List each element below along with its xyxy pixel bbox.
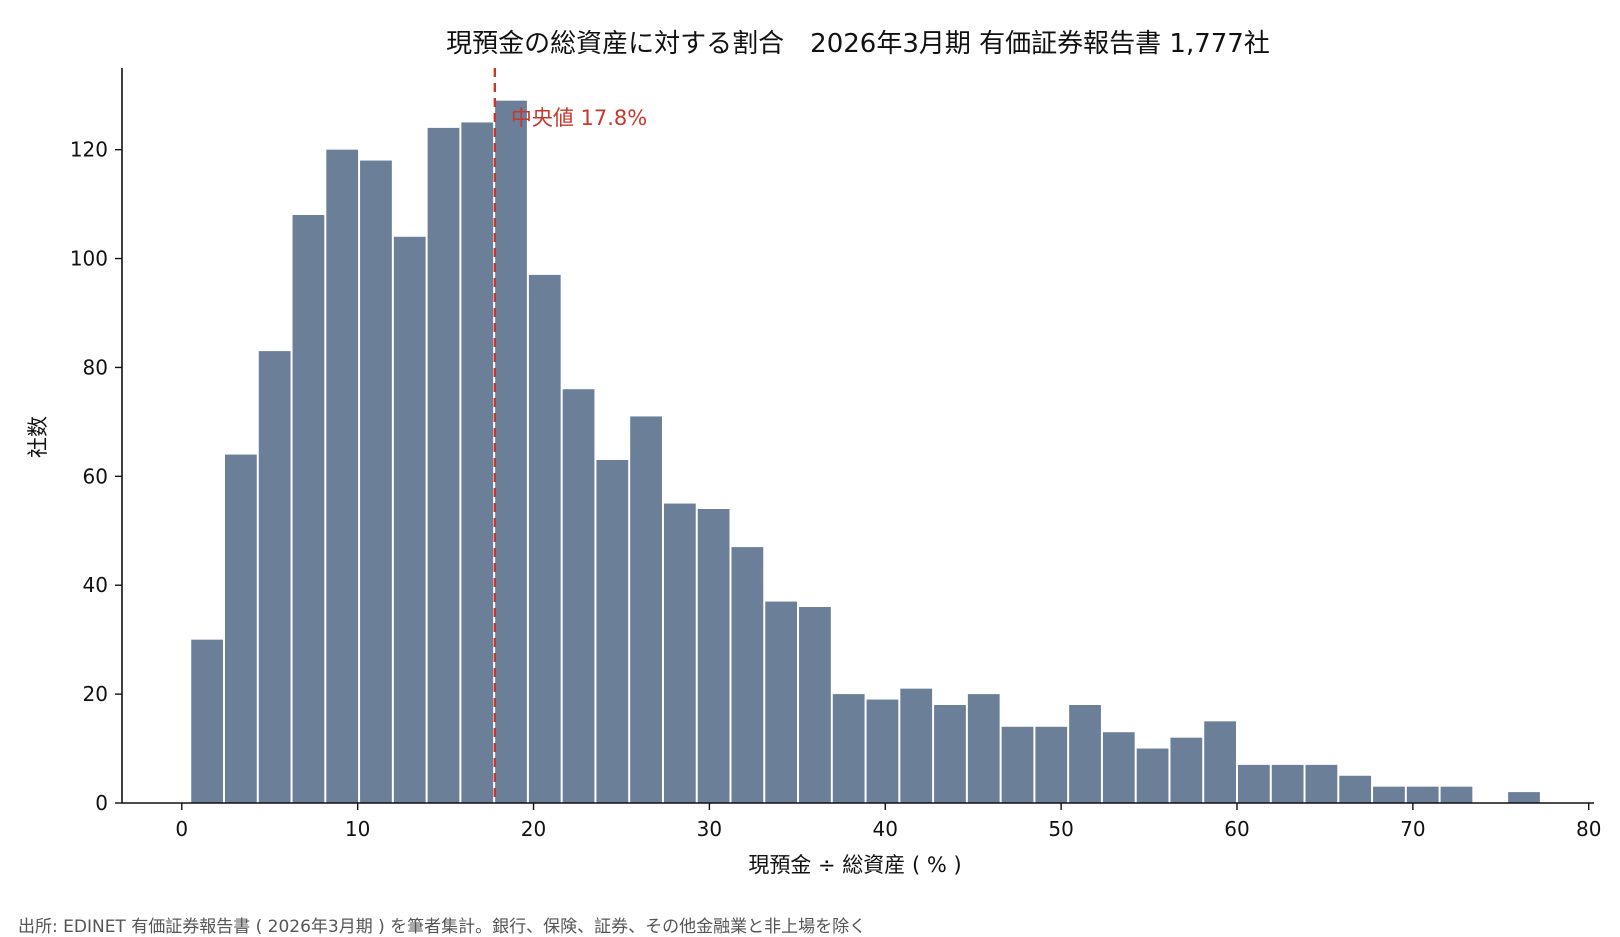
histogram-bar — [799, 607, 831, 803]
histogram-bar — [967, 694, 1000, 803]
axes — [121, 68, 1594, 804]
y-tick-label: 40 — [83, 573, 108, 597]
y-axis-ticks: 0 20 40 60 80 100 120 — [70, 138, 122, 815]
x-tick-label: 10 — [345, 817, 370, 841]
histogram-bar — [1069, 705, 1101, 803]
histogram-bar — [562, 389, 595, 803]
y-tick-label: 120 — [70, 138, 108, 162]
histogram-bar — [1001, 726, 1034, 803]
histogram-bar — [1102, 732, 1135, 803]
source-note: 出所: EDINET 有価証券報告書 ( 2026年3月期 ) を筆者集計。銀行… — [18, 917, 867, 937]
histogram-bar — [1508, 792, 1540, 803]
histogram-bar — [1204, 721, 1236, 803]
histogram-bar — [461, 122, 494, 803]
x-tick-label: 0 — [175, 817, 188, 841]
x-tick-label: 80 — [1576, 817, 1601, 841]
histogram-bar — [1271, 764, 1304, 803]
histogram-bar — [326, 149, 359, 803]
x-axis-label: 現預金 ÷ 総資産 ( % ) — [748, 853, 961, 877]
histogram-bar — [697, 509, 730, 803]
histogram-bar — [258, 351, 291, 803]
x-tick-label: 20 — [521, 817, 546, 841]
y-tick-label: 100 — [70, 247, 108, 271]
histogram-bar — [1237, 764, 1270, 803]
x-tick-label: 60 — [1224, 817, 1249, 841]
x-tick-label: 50 — [1048, 817, 1073, 841]
histogram-bar — [1440, 786, 1473, 803]
y-tick-label: 60 — [83, 464, 108, 488]
histogram-bar — [866, 699, 899, 803]
y-axis-label: 社数 — [26, 416, 50, 458]
chart-title: 現預金の総資産に対する割合 2026年3月期 有価証券報告書 1,777社 — [446, 29, 1270, 59]
histogram-bar — [934, 705, 966, 803]
histogram-bar — [765, 601, 798, 803]
histogram-bar — [225, 454, 257, 803]
x-tick-label: 70 — [1400, 817, 1425, 841]
histogram-bar — [528, 274, 561, 803]
histogram-bar — [1136, 748, 1169, 803]
histogram-bar — [731, 547, 764, 803]
histogram-bar — [393, 236, 426, 803]
histogram-bar — [427, 127, 460, 803]
histogram-bar — [596, 460, 629, 803]
histogram-bar — [1305, 764, 1338, 803]
histogram-bars — [191, 100, 1540, 804]
histogram-bar — [292, 215, 325, 803]
median-label: 中央値 17.8% — [511, 106, 647, 130]
histogram-bar — [191, 639, 224, 803]
x-tick-label: 40 — [873, 817, 898, 841]
y-tick-label: 80 — [83, 355, 108, 379]
histogram-bar — [1035, 726, 1068, 803]
histogram-bar — [495, 100, 527, 803]
histogram-bar — [360, 160, 392, 804]
histogram-bar — [1170, 737, 1203, 803]
histogram-bar — [1339, 775, 1372, 803]
histogram-bar — [1373, 786, 1405, 803]
histogram-bar — [900, 688, 933, 803]
x-axis-ticks: 0 10 20 30 40 50 60 70 80 — [175, 803, 1601, 841]
histogram-bar — [630, 416, 662, 803]
y-tick-label: 0 — [95, 791, 108, 815]
histogram-bar — [1406, 786, 1439, 803]
x-tick-label: 30 — [697, 817, 722, 841]
y-tick-label: 20 — [83, 682, 108, 706]
histogram-bar — [832, 694, 865, 803]
histogram-bar — [663, 503, 696, 803]
